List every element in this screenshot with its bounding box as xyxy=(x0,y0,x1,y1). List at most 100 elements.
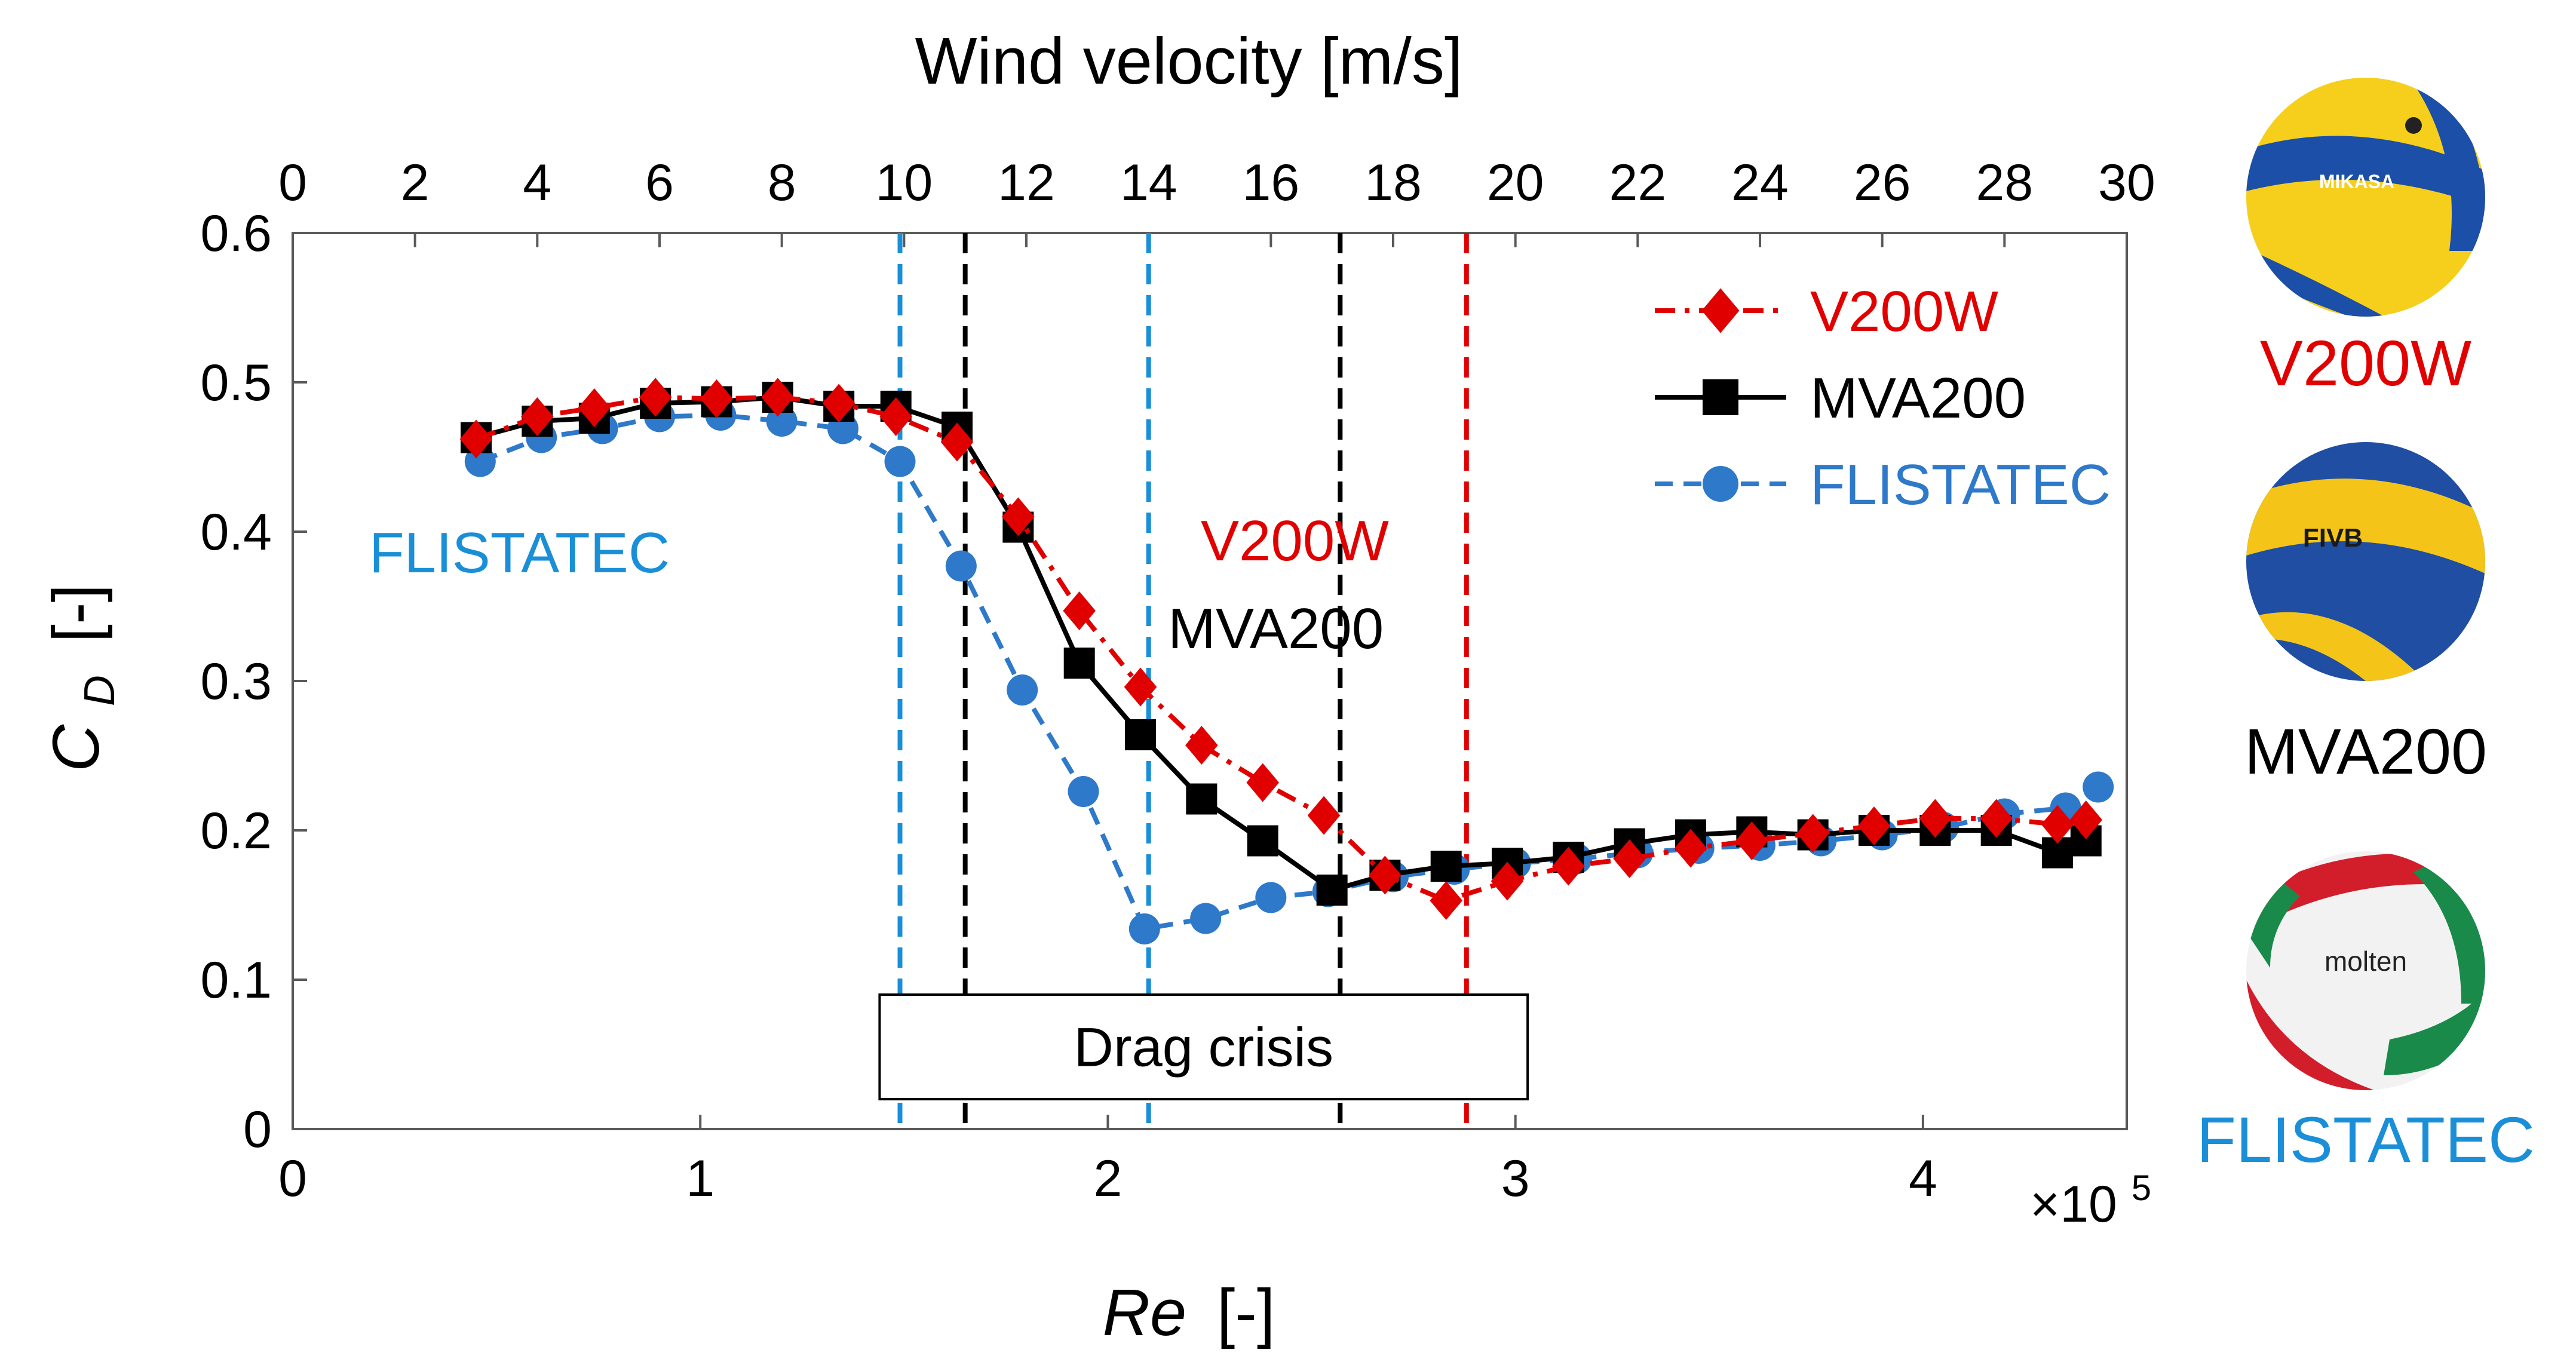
legend-label-flistatec: FLISTATEC xyxy=(1810,453,2111,517)
point-v200w-0 xyxy=(459,419,493,459)
x2-tick-label-10: 20 xyxy=(1487,154,1544,211)
x-tick-label-1: 1 xyxy=(686,1150,714,1207)
point-v200w-14 xyxy=(1307,796,1341,835)
x-multiplier-base: ×10 xyxy=(2030,1176,2117,1233)
point-v200w-24 xyxy=(1919,799,1952,838)
ball-images: MIKASA FIVB molten xyxy=(2246,78,2485,1090)
x2-tick-label-8: 16 xyxy=(1242,154,1299,211)
point-v200w-16 xyxy=(1430,881,1462,920)
ball-label-mva200: MVA200 xyxy=(2244,715,2488,787)
point-v200w-2 xyxy=(578,388,611,427)
point-flistatec-27 xyxy=(2083,771,2114,803)
y-axis-subscript: D xyxy=(76,675,124,706)
point-v200w-21 xyxy=(1735,821,1768,860)
point-v200w-5 xyxy=(761,378,795,417)
y-tick-label-0: 0 xyxy=(243,1101,272,1158)
point-v200w-11 xyxy=(1124,667,1157,707)
x-tick-label-2: 2 xyxy=(1094,1150,1123,1207)
drag-crisis-box-layer: Drag crisis xyxy=(878,993,1529,1100)
drag-crisis-box xyxy=(878,993,1529,1100)
y-tick-label-2: 0.2 xyxy=(200,802,272,860)
x2-tick-label-1: 2 xyxy=(401,154,430,211)
legend-marker-mva200 xyxy=(1703,379,1738,415)
series-line-flistatec xyxy=(479,413,2100,931)
x2-axis-title: Wind velocity [m/s] xyxy=(915,24,1463,98)
annotation-v200w: V200W xyxy=(1201,509,1389,573)
point-mva200-16 xyxy=(1430,851,1462,882)
x2-tick-label-7: 14 xyxy=(1120,154,1177,211)
point-v200w-15 xyxy=(1369,855,1402,895)
drag-crisis-label: Drag crisis xyxy=(1074,1017,1333,1078)
point-v200w-13 xyxy=(1246,763,1279,802)
x-axis-symbol: Re xyxy=(1103,1276,1187,1349)
point-v200w-23 xyxy=(1857,806,1891,845)
point-flistatec-8 xyxy=(945,550,977,582)
point-flistatec-7 xyxy=(884,446,916,477)
point-flistatec-9 xyxy=(1007,674,1038,706)
point-v200w-10 xyxy=(1063,591,1096,630)
x-tick-label-0: 0 xyxy=(278,1150,307,1207)
series-v200w xyxy=(459,378,2103,920)
x2-tick-label-2: 4 xyxy=(523,154,551,211)
x-axis-title: Re [-] xyxy=(1103,1276,1275,1349)
legend-label-v200w: V200W xyxy=(1810,280,1998,343)
legend-label-mva200: MVA200 xyxy=(1810,366,2026,430)
y-tick-label-3: 0.3 xyxy=(200,653,272,710)
point-v200w-17 xyxy=(1491,861,1524,901)
point-v200w-25 xyxy=(1980,799,2013,838)
point-v200w-6 xyxy=(822,384,855,423)
point-v200w-26 xyxy=(2041,805,2074,844)
point-flistatec-11 xyxy=(1128,913,1160,944)
x2-tick-label-14: 28 xyxy=(1976,154,2033,211)
point-flistatec-13 xyxy=(1255,882,1287,913)
point-flistatec-5 xyxy=(766,406,798,437)
x2-tick-label-0: 0 xyxy=(278,154,307,211)
point-flistatec-10 xyxy=(1068,776,1099,807)
x2-tick-label-13: 26 xyxy=(1854,154,1911,211)
ball-label-flistatec: FLISTATEC xyxy=(2196,1103,2535,1176)
point-v200w-19 xyxy=(1613,839,1646,878)
ball-flistatec-image: molten xyxy=(2246,851,2485,1090)
y-axis-symbol: C xyxy=(39,723,113,772)
series-line-v200w xyxy=(475,395,2087,903)
x-tick-label-4: 4 xyxy=(1909,1150,1937,1207)
series-layer xyxy=(459,378,2114,944)
annotation-flistatec: FLISTATEC xyxy=(369,521,670,585)
legend-marker-v200w xyxy=(1701,288,1740,333)
x-axis-unit: [-] xyxy=(1217,1276,1275,1349)
point-v200w-22 xyxy=(1796,814,1829,853)
y-tick-label-6: 0.6 xyxy=(200,205,272,262)
y-axis-title: C D [-] xyxy=(39,584,128,772)
axes-layer: 0 1 2 3 40 2 4 6 8 10 12 14 16 18 20 22 24 26 28 3000.10.20… xyxy=(200,154,2155,1207)
ball-mva200-image: FIVB xyxy=(2246,442,2485,681)
point-v200w-9 xyxy=(1002,497,1035,536)
point-mva200-10 xyxy=(1063,648,1095,679)
x2-tick-label-6: 12 xyxy=(998,154,1055,211)
x-multiplier-exponent: 5 xyxy=(2132,1168,2151,1208)
point-v200w-4 xyxy=(700,379,733,418)
point-v200w-7 xyxy=(879,397,912,436)
point-flistatec-12 xyxy=(1190,903,1222,934)
point-v200w-20 xyxy=(1674,829,1707,868)
ball-mva200-logo: FIVB xyxy=(2303,523,2363,553)
ball-flistatec-logo: molten xyxy=(2324,946,2407,977)
point-v200w-8 xyxy=(940,422,974,462)
y-tick-label-4: 0.4 xyxy=(200,504,272,561)
axis-labels: Wind velocity [m/s] Re [-] ×10 5 C D [-] xyxy=(39,24,2151,1349)
x2-tick-label-4: 8 xyxy=(768,154,796,211)
y-tick-label-5: 0.5 xyxy=(200,354,272,412)
x2-tick-label-15: 30 xyxy=(2098,154,2155,211)
annotations: FLISTATEC V200W MVA200 xyxy=(369,509,1389,661)
legend: V200W MVA200 FLISTATEC xyxy=(1655,280,2111,517)
legend-marker-flistatec xyxy=(1703,466,1738,502)
point-mva200-12 xyxy=(1186,783,1218,815)
x-axis-multiplier: ×10 5 xyxy=(2030,1168,2151,1233)
ball-label-v200w: V200W xyxy=(2259,327,2472,399)
x2-tick-label-3: 6 xyxy=(645,154,674,211)
x2-tick-label-9: 18 xyxy=(1364,154,1422,211)
point-v200w-12 xyxy=(1185,726,1218,765)
ball-v200w-logo: MIKASA xyxy=(2319,171,2394,192)
x2-tick-label-11: 22 xyxy=(1609,154,1666,211)
annotation-mva200: MVA200 xyxy=(1168,597,1384,661)
